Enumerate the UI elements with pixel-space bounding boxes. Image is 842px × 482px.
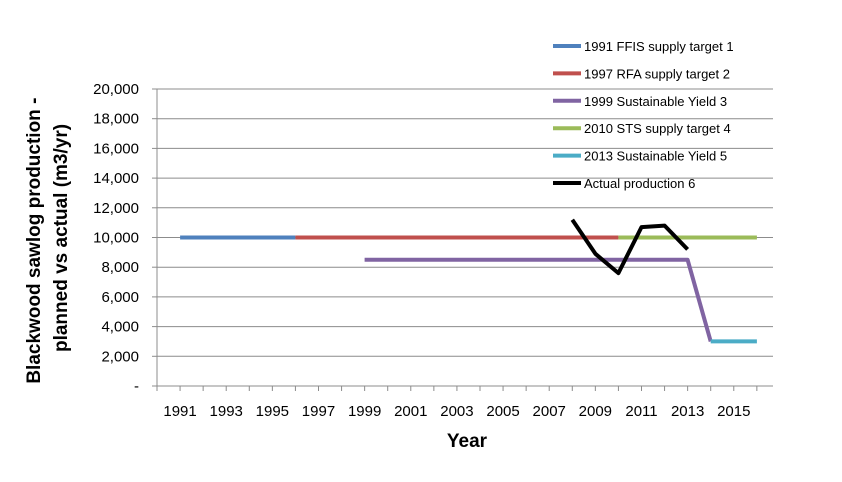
legend-label-5: 2013 Sustainable Yield 5 xyxy=(584,149,727,164)
y-tick-label: 2,000 xyxy=(101,348,139,365)
legend-label-2: 1997 RFA supply target 2 xyxy=(584,66,730,81)
y-tick-label: 20,000 xyxy=(93,81,139,98)
axes xyxy=(152,88,773,391)
y-axis-title-line-1: Blackwood sawlog production - xyxy=(24,98,45,384)
y-tick-label: 8,000 xyxy=(101,259,139,276)
x-tick-label: 1997 xyxy=(302,403,335,420)
x-tick-label: 1999 xyxy=(348,403,381,420)
y-axis-title: Blackwood sawlog production - planned vs… xyxy=(24,92,72,383)
series-lines xyxy=(180,218,757,344)
legend: 1991 FFIS supply target 1 1997 RFA supply… xyxy=(553,39,734,191)
y-tick-label: - xyxy=(134,378,139,395)
x-tick-label: 2005 xyxy=(486,403,519,420)
x-tick-label: 2007 xyxy=(533,403,566,420)
series-line-3 xyxy=(364,257,713,342)
y-axis-title-line-2: planned vs actual (m3/yr) xyxy=(51,124,72,352)
x-tick-labels: 1991 1993 1995 1997 1999 2001 2003 2005 2007 2009… xyxy=(163,403,750,420)
legend-label-1: 1991 FFIS supply target 1 xyxy=(584,39,734,54)
y-tick-label: 10,000 xyxy=(93,230,139,247)
y-tick-label: 14,000 xyxy=(93,170,139,187)
x-tick-label: 2009 xyxy=(579,403,612,420)
y-tick-label: 12,000 xyxy=(93,200,139,217)
y-tick-label: 6,000 xyxy=(101,289,139,306)
x-axis-title: Year xyxy=(447,431,488,452)
legend-label-6: Actual production 6 xyxy=(584,176,695,191)
legend-label-3: 1999 Sustainable Yield 3 xyxy=(584,94,727,109)
x-tick-label: 2003 xyxy=(440,403,473,420)
y-tick-label: 18,000 xyxy=(93,111,139,128)
x-tick-label: 2015 xyxy=(717,403,750,420)
y-tick-label: 4,000 xyxy=(101,319,139,336)
x-tick-label: 2011 xyxy=(625,403,657,420)
x-tick-label: 1991 xyxy=(163,403,196,420)
x-tick-label: 1993 xyxy=(210,403,243,420)
legend-label-4: 2010 STS supply target 4 xyxy=(584,121,731,136)
y-tick-label: 16,000 xyxy=(93,140,139,157)
x-tick-label: 1995 xyxy=(256,403,289,420)
x-tick-label: 2013 xyxy=(671,403,704,420)
y-tick-labels: - 2,000 4,000 6,000 8,000 10,000 12,000 14,000 1… xyxy=(93,81,139,395)
series-line-6 xyxy=(570,218,690,276)
x-tick-label: 2001 xyxy=(394,403,427,420)
